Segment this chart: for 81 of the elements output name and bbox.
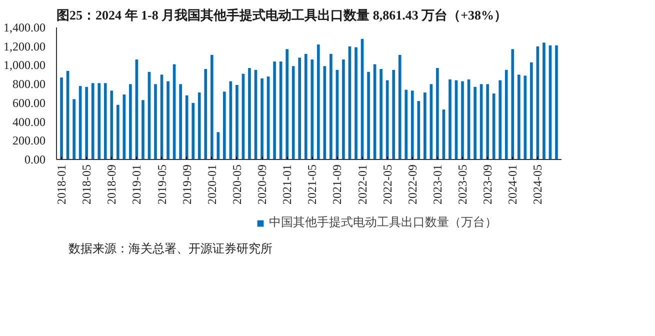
y-tick-label: 0.00 — [24, 152, 46, 166]
bar — [404, 90, 408, 160]
x-tick-label: 2020-05 — [230, 164, 244, 204]
bar — [204, 68, 208, 160]
x-tick-label: 2024-05 — [530, 164, 545, 204]
bar — [330, 54, 332, 160]
bar — [417, 101, 420, 160]
bar — [104, 83, 107, 160]
y-tick-label: 200.00 — [12, 134, 46, 148]
bar — [72, 99, 76, 160]
bar — [504, 70, 508, 160]
x-tick-label: 2018-09 — [104, 164, 119, 204]
bar — [286, 49, 288, 160]
x-tick-label: 2022-01 — [355, 164, 370, 204]
bar — [273, 61, 276, 160]
x-tick-label: 2023-09 — [480, 164, 495, 204]
bar — [304, 54, 308, 160]
bar — [392, 70, 395, 160]
bar — [486, 84, 489, 160]
bar — [498, 80, 502, 160]
x-tick-label: 2021-09 — [330, 164, 344, 204]
bar — [236, 85, 238, 160]
x-tick-label: 2021-05 — [305, 164, 320, 204]
source-note: 数据来源：海关总署、开源证券研究所 — [68, 242, 272, 256]
bar — [85, 86, 88, 160]
bar — [192, 102, 194, 160]
bar — [166, 81, 170, 160]
bar — [436, 68, 439, 160]
bar — [129, 84, 132, 160]
bar — [216, 132, 220, 160]
bar — [542, 42, 546, 160]
legend-label: 中国其他手提式电动工具出口数量（万台） — [269, 214, 497, 231]
x-tick-label: 2018-05 — [80, 164, 94, 204]
bar — [398, 54, 402, 160]
x-tick-label: 2019-05 — [154, 164, 169, 204]
x-tick-label: 2023-01 — [430, 164, 444, 204]
bar — [461, 81, 464, 160]
y-tick-label: 400.00 — [12, 114, 46, 129]
bar — [367, 72, 370, 160]
x-tick-label: 2019-01 — [130, 164, 144, 204]
y-tick-label: 1,400.00 — [4, 20, 46, 34]
chart-title: 图25：2024 年 1-8 月我国其他手提式电动工具出口数量 8,861.43 万台（+38%） — [56, 8, 507, 22]
bar — [110, 90, 114, 160]
x-tick-label: 2022-09 — [405, 164, 420, 204]
bar — [260, 78, 264, 160]
bar — [424, 92, 426, 160]
bar — [98, 83, 101, 160]
bar — [555, 45, 558, 160]
x-tick-label: 2020-01 — [204, 164, 219, 204]
bar — [179, 84, 182, 160]
x-tick-label: 2023-05 — [456, 164, 470, 204]
y-tick-label: 1,200.00 — [4, 39, 46, 54]
bar — [210, 54, 214, 160]
bar — [223, 92, 226, 160]
bar — [354, 47, 358, 160]
bar — [298, 58, 302, 160]
x-tick-label: 2018-01 — [54, 164, 69, 204]
bar — [316, 44, 320, 160]
bar — [380, 68, 382, 160]
x-tick-label: 2020-09 — [255, 164, 270, 204]
x-tick-label: 2019-09 — [180, 164, 194, 204]
bar — [342, 60, 345, 160]
y-tick-label: 1,000.00 — [4, 58, 46, 72]
y-tick-label: 600.00 — [12, 96, 46, 110]
x-tick-label: 2021-01 — [280, 164, 294, 204]
y-tick-label: 800.00 — [12, 77, 46, 92]
x-tick-label: 2024-01 — [506, 164, 520, 204]
bar — [310, 60, 314, 160]
bar — [248, 68, 251, 160]
bar — [517, 74, 520, 160]
bar — [154, 84, 157, 160]
bar — [60, 77, 63, 160]
bar — [448, 79, 452, 160]
bar — [474, 86, 476, 160]
x-tick-label: 2022-05 — [380, 164, 394, 204]
bar — [530, 62, 533, 160]
bar — [198, 92, 201, 160]
bar — [116, 104, 120, 160]
bar — [142, 100, 144, 160]
bar — [511, 49, 514, 160]
bar — [410, 90, 414, 160]
